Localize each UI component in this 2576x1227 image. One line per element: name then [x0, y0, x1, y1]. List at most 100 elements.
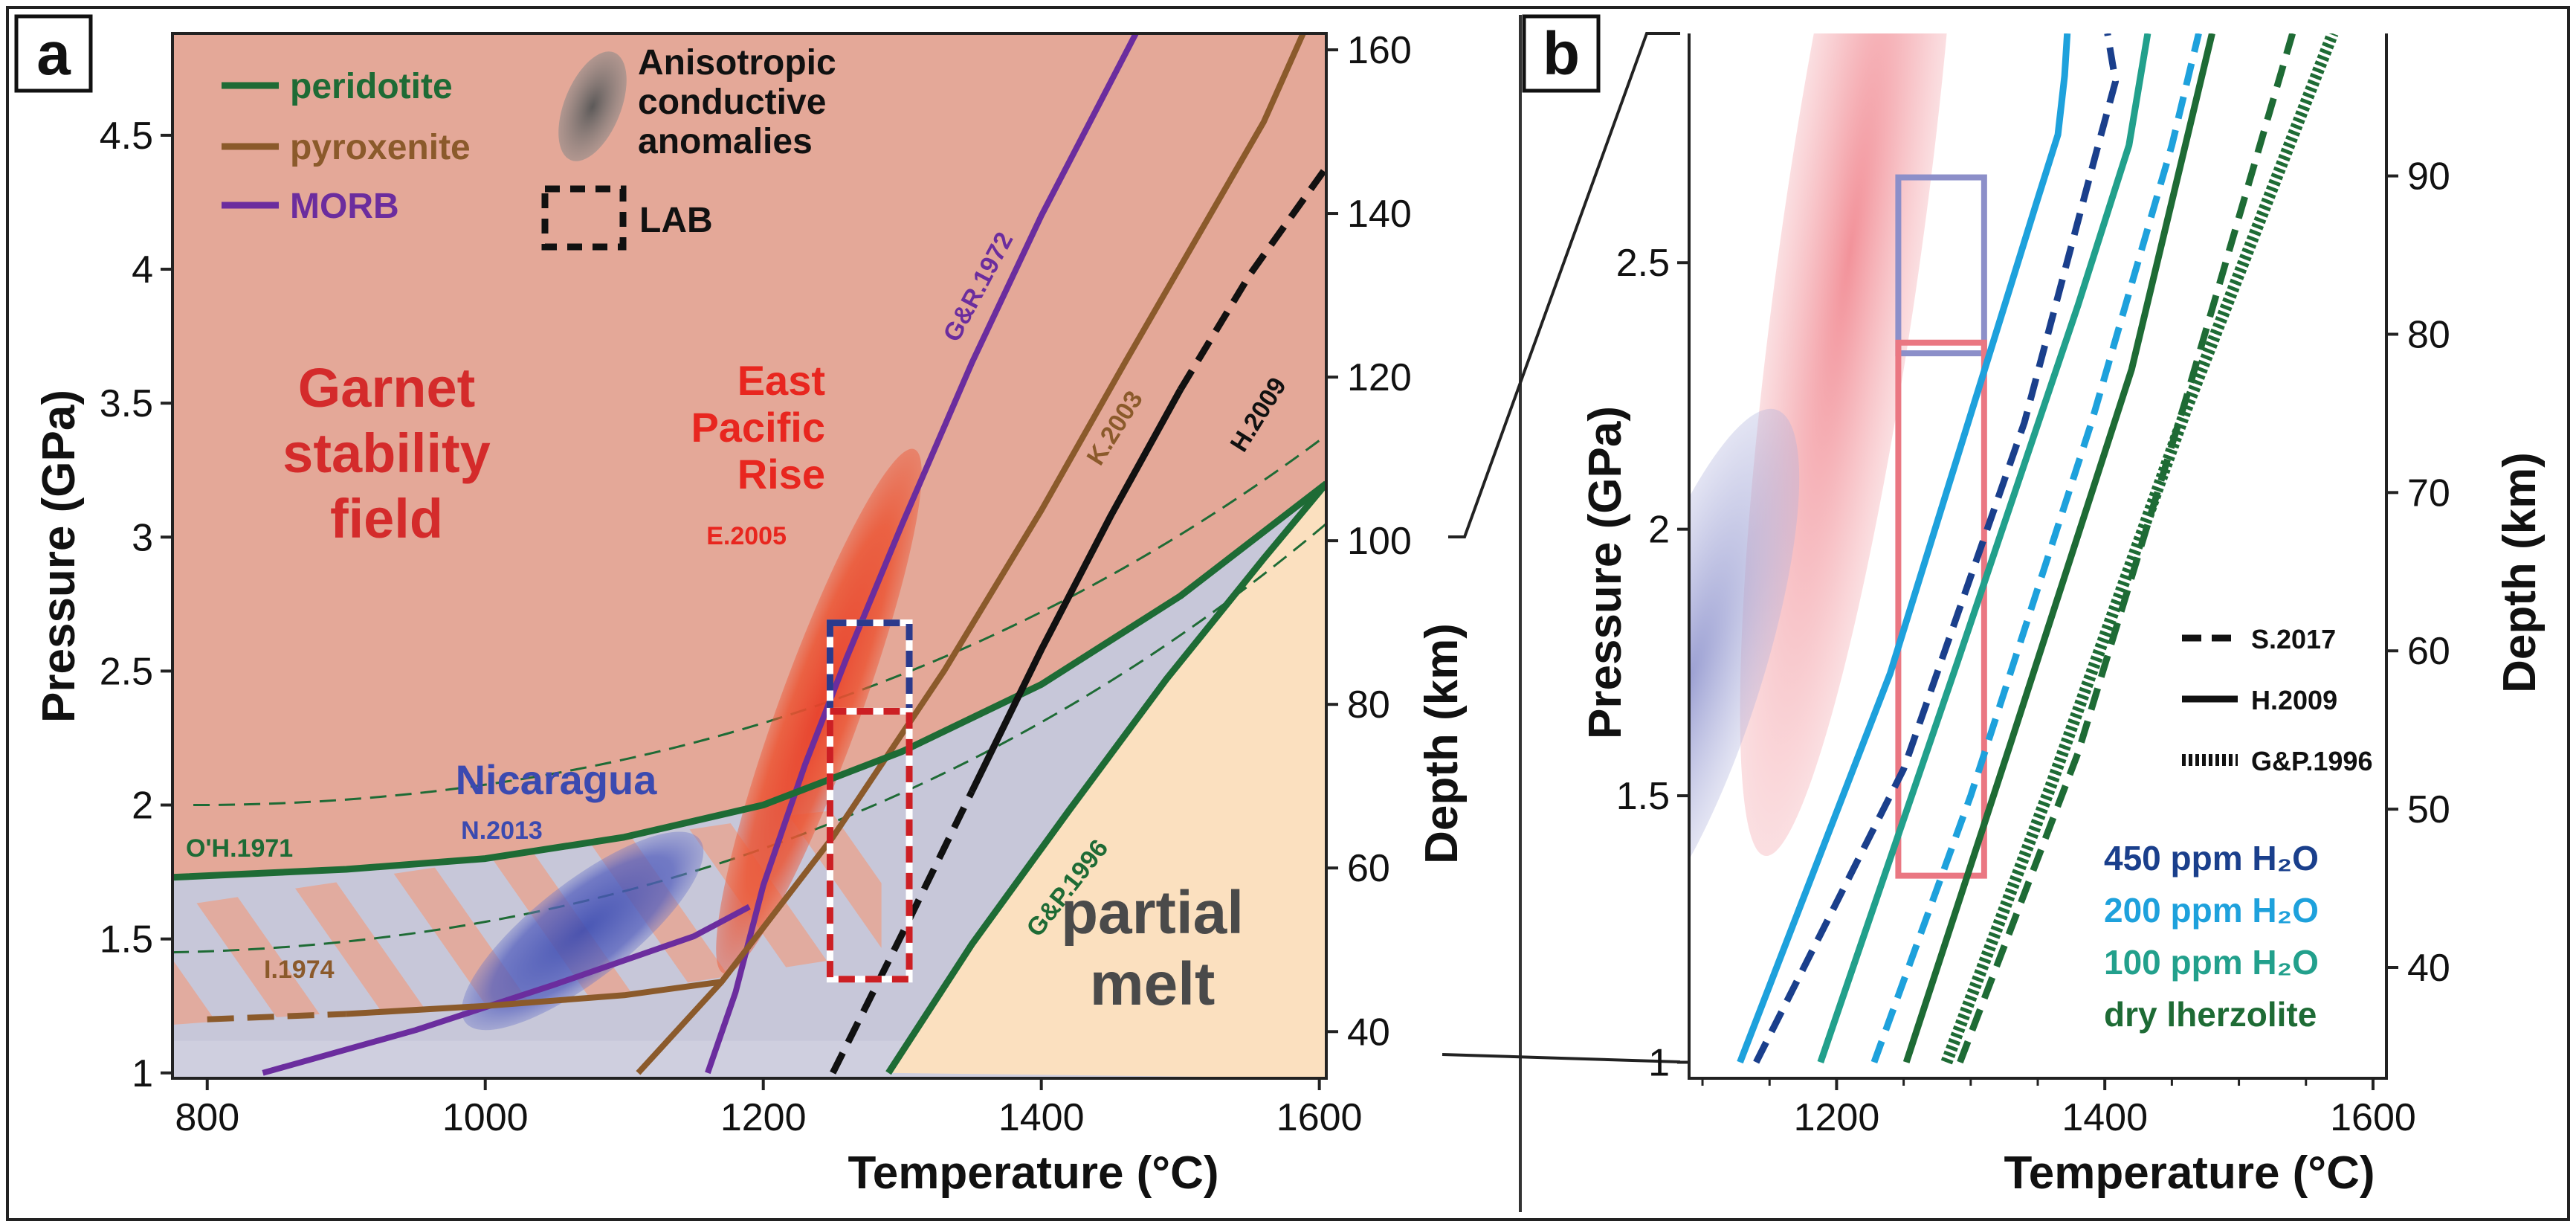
panel-a-label: a: [36, 20, 71, 88]
panel-a-xtick-label: 1200: [720, 1096, 807, 1139]
h2009-low-dashed: [830, 790, 975, 1075]
panel-a-label-box: [14, 14, 93, 93]
panel-b-curve-0: [1753, 33, 2120, 1064]
panel-b-y2label: Depth (km): [2494, 452, 2546, 693]
panel-b-curves: [1689, 33, 2339, 1065]
panel-a-plot-frame: [171, 32, 1328, 1080]
panel-a-xtick-label: 1600: [1276, 1096, 1363, 1139]
panel-a-ylabel: Pressure (GPa): [33, 390, 85, 723]
garnet-label-wrap: Garnet stability field: [283, 357, 491, 550]
figure-frame: [6, 6, 2570, 1221]
partial-melt-label: partial melt: [1060, 879, 1245, 1018]
lab-box-b-0: [1895, 174, 1987, 357]
nicaragua-label: Nicaragua: [456, 756, 658, 803]
k2003-curve: [636, 33, 1307, 1075]
legend-pyroxenite: pyroxenite: [290, 128, 471, 167]
zoom-connector-bottom: [1442, 1053, 1681, 1063]
legend-anomaly-text-wrap: Anisotropic conductive anomalies: [638, 43, 836, 161]
panel-b-ytick-label: 1.5: [1616, 775, 1670, 818]
panel-b-y2tick-label: 70: [2407, 471, 2450, 515]
panel-a-xtick-label: 800: [175, 1096, 239, 1139]
partial-melt-region: [888, 483, 1326, 1078]
panel-a-curves: [172, 33, 1326, 1076]
panel-b-water-legend: 450 ppm H₂O 200 ppm H₂O 100 ppm H₂O dry …: [2104, 839, 2319, 1034]
nicaragua-anomaly-ellipse-b: [1689, 408, 1800, 948]
legend-lab: LAB: [639, 201, 713, 240]
panel-a-xtick-label: 1000: [442, 1096, 529, 1139]
panel-a: 800 1000 1200 1400 1600 1 1.5 2 2.5 3 3.5 4 4.5 40 60 8…: [14, 14, 1468, 1199]
panel-a-ytick-label: 3: [132, 516, 153, 559]
legend-gp1996: G&P.1996: [2251, 746, 2372, 776]
panel-a-xlabel: Temperature (°C): [848, 1147, 1218, 1199]
legend-s2017: S.2017: [2251, 624, 2336, 654]
epr-anomaly-ellipse-b: [1740, 33, 1960, 857]
panel-b-curve-6: [1940, 33, 2339, 1065]
panel-b-curve-4: [1902, 33, 2215, 1063]
nicaragua-ref: N.2013: [461, 817, 543, 845]
panel-a-ticks: 800 1000 1200 1400 1600 1 1.5 2 2.5 3 3.5 4 4.5 40 60 8…: [100, 29, 1412, 1139]
panel-b-ytick-label: 1: [1648, 1041, 1670, 1084]
panel-a-y2tick-label: 140: [1347, 193, 1412, 236]
panel-b-ytick-label: 2: [1648, 509, 1670, 552]
panel-b-xtick-label: 1600: [2330, 1096, 2416, 1139]
panel-b-ylabel: Pressure (GPa): [1580, 406, 1631, 739]
panel-a-y2tick-label: 100: [1347, 520, 1412, 563]
panel-b-ticks: 1200 1400 1600 1 1.5 2 2.5 40 50 60 70 80 90: [1616, 155, 2450, 1139]
label-oh1971: O'H.1971: [186, 834, 293, 863]
panel-b-y2tick-label: 40: [2407, 947, 2450, 990]
epr-ref: E.2005: [706, 522, 787, 550]
morb-low-pressure-curve: [262, 904, 751, 1076]
oh1971-curve: [172, 480, 1326, 881]
h2009-curve: [969, 387, 1184, 793]
panel-b-curve-3: [1817, 33, 2151, 1063]
panel-b-y2tick-label: 60: [2407, 630, 2450, 673]
legend-lab-swatch: [541, 185, 627, 251]
gp1996-curve: [885, 481, 1326, 1075]
h2009-high-dashed: [1177, 165, 1326, 392]
panel-b-y2tick-label: 50: [2407, 788, 2450, 831]
panel-a-y2tick-label: 160: [1347, 29, 1412, 72]
panel-b-style-legend: S.2017 H.2009 G&P.1996: [2182, 624, 2372, 776]
panel-b-xtick-label: 1200: [1794, 1096, 1880, 1139]
panel-b-curve-5: [1957, 33, 2296, 1064]
panel-b-xtick-label: 1400: [2062, 1096, 2148, 1139]
zoom-connector-top: [1448, 32, 1680, 538]
legend-h2009: H.2009: [2251, 685, 2337, 715]
panel-a-y2tick-label: 60: [1347, 847, 1390, 890]
epr-anomaly-ellipse: [716, 448, 922, 974]
legend-anomaly-ellipse: [558, 51, 627, 161]
panel-a-ytick-label: 1: [132, 1052, 153, 1095]
panel-a-y2tick-label: 80: [1347, 683, 1390, 727]
panel-b-curve-2: [1870, 33, 2202, 1064]
label-i1974: I.1974: [264, 956, 335, 984]
panel-a-ytick-label: 2.5: [100, 650, 153, 693]
i1974-dashed-segment: [207, 1011, 346, 1022]
panel-a-ytick-label: 2: [132, 785, 153, 828]
legend-200ppm: 200 ppm H₂O: [2104, 891, 2319, 930]
panel-b-label-box: [1522, 14, 1601, 93]
panel-b-curve-1: [1737, 33, 2071, 1064]
panel-a-y2tick-label: 120: [1347, 356, 1412, 399]
legend-peridotite: peridotite: [290, 67, 453, 106]
lab-box-1: [826, 707, 913, 983]
garnet-stability-label: Garnet stability field: [283, 357, 491, 550]
panel-a-ytick-label: 4.5: [100, 115, 153, 158]
panel-a-xtick-label: 1400: [998, 1096, 1085, 1139]
lab-box-0: [826, 619, 913, 715]
legend-100ppm: 100 ppm H₂O: [2104, 943, 2319, 982]
panel-b-label: b: [1543, 20, 1580, 88]
panel-a-legend: peridotite pyroxenite MORB Anisotropic c…: [222, 43, 836, 251]
panel-a-ytick-label: 4: [132, 248, 153, 292]
epr-label-wrap: East Pacific Rise: [691, 357, 825, 497]
panel-b-y2tick-label: 90: [2407, 155, 2450, 199]
panel-a-ytick-label: 1.5: [100, 918, 153, 962]
panel-b-ytick-label: 2.5: [1616, 242, 1670, 285]
panel-b-xlabel: Temperature (°C): [2004, 1147, 2375, 1199]
panel-b: 1200 1400 1600 1 1.5 2 2.5 40 50 60 70 80 90 Tempera…: [1522, 14, 2546, 1199]
panel-b-y2tick-label: 80: [2407, 313, 2450, 356]
lab-box-b-1: [1895, 339, 1987, 879]
legend-anomalies: Anisotropic conductive anomalies: [638, 43, 836, 161]
epr-label: East Pacific Rise: [691, 357, 825, 497]
gr1972-curve: [705, 33, 1140, 1075]
